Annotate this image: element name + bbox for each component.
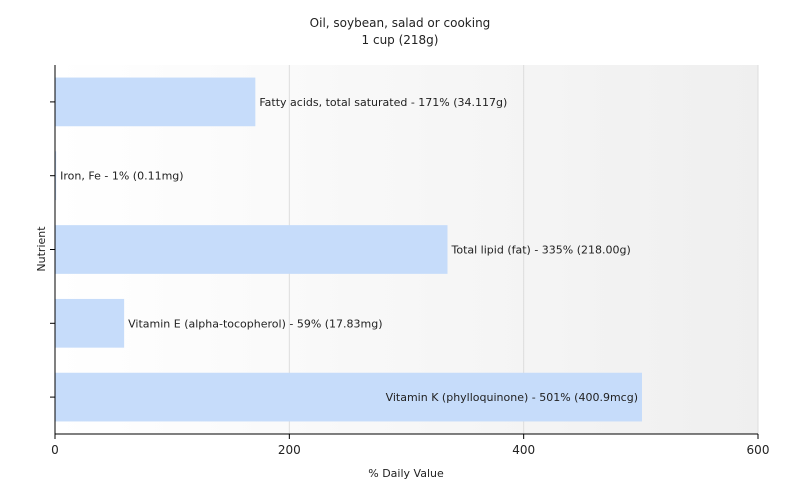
x-tick-label: 0 xyxy=(51,443,59,457)
x-axis-ticks: 0 200 400 600 xyxy=(51,434,769,457)
bar-label: Iron, Fe - 1% (0.11mg) xyxy=(60,170,183,183)
x-tick-label: 400 xyxy=(512,443,535,457)
chart-title: Oil, soybean, salad or cooking xyxy=(310,16,491,30)
chart-subtitle: 1 cup (218g) xyxy=(362,33,439,47)
bars xyxy=(55,77,643,422)
x-tick-label: 600 xyxy=(747,443,770,457)
bar-labels: Fatty acids, total saturated - 171% (34.… xyxy=(60,96,638,404)
bar xyxy=(55,77,256,127)
bar-label: Vitamin E (alpha-tocopherol) - 59% (17.8… xyxy=(128,317,382,330)
x-tick-label: 200 xyxy=(278,443,301,457)
bar xyxy=(55,298,125,348)
x-axis-label: % Daily Value xyxy=(368,467,444,480)
y-axis-label: Nutrient xyxy=(35,226,48,272)
bar-label: Total lipid (fat) - 335% (218.00g) xyxy=(451,244,631,257)
bar xyxy=(55,372,643,422)
bar-label: Fatty acids, total saturated - 171% (34.… xyxy=(259,96,507,109)
bar xyxy=(55,225,448,274)
bar-label: Vitamin K (phylloquinone) - 501% (400.9m… xyxy=(386,391,638,404)
bar xyxy=(55,151,57,201)
y-axis-ticks xyxy=(50,101,55,398)
